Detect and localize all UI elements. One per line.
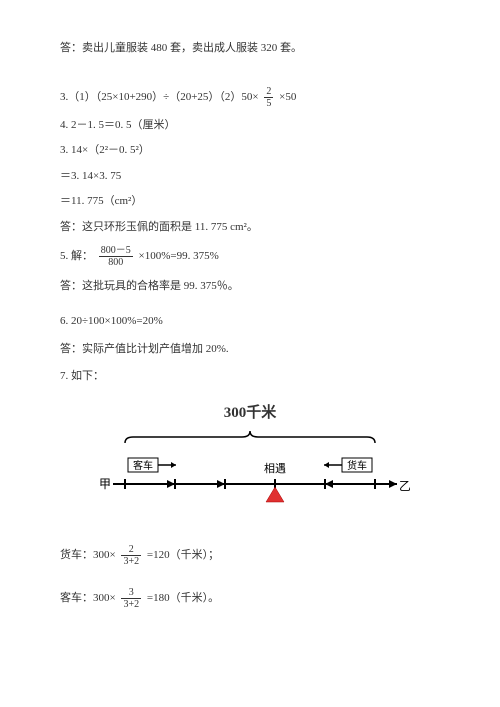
q5-answer: 答：这批玩具的合格率是 99. 375％。 — [60, 278, 440, 296]
bus-prefix: 客车：300× — [60, 592, 116, 604]
svg-text:客车: 客车 — [133, 459, 153, 472]
q3-text-prefix: 3.（1）（25×10+290）÷（20+25）（2）50× — [60, 91, 259, 103]
q3-text-suffix: ×50 — [279, 91, 296, 103]
q3-frac-den: 5 — [264, 98, 273, 109]
q4-line3: ＝3. 14×3. 75 — [60, 168, 440, 186]
truck-line: 货车：300× 2 3+2 =120（千米）； — [60, 544, 440, 567]
svg-text:乙: 乙 — [399, 479, 410, 493]
q5-prefix: 5. 解： — [60, 250, 93, 262]
q3-frac-num: 2 — [264, 86, 273, 98]
svg-text:货车: 货车 — [347, 459, 367, 472]
q4-answer: 答：这只环形玉佩的面积是 11. 775 cm²。 — [60, 219, 440, 237]
diagram-container: 300千米 客车 货车 相遇甲 乙 — [90, 401, 410, 519]
q7-label: 7. 如下： — [60, 368, 440, 386]
q5-frac-num: 800－5 — [99, 245, 133, 257]
bus-fraction: 3 3+2 — [121, 587, 141, 610]
bus-frac-den: 3+2 — [121, 599, 141, 610]
svg-text:甲: 甲 — [99, 477, 111, 491]
q5-frac-den: 800 — [99, 257, 133, 268]
truck-suffix: =120（千米）； — [147, 549, 219, 561]
q5-suffix: ×100%=99. 375% — [139, 250, 219, 262]
question-3: 3.（1）（25×10+290）÷（20+25）（2）50× 2 5 ×50 — [60, 86, 440, 109]
q6-line: 6. 20÷100×100%=20% — [60, 313, 440, 331]
bus-line: 客车：300× 3 3+2 =180（千米）。 — [60, 587, 440, 610]
svg-text:相遇: 相遇 — [264, 462, 286, 475]
bus-suffix: =180（千米）。 — [147, 592, 219, 604]
question-5: 5. 解： 800－5 800 ×100%=99. 375% — [60, 245, 440, 268]
truck-frac-num: 2 — [121, 544, 141, 556]
q4-line4: ＝11. 775（cm²） — [60, 193, 440, 211]
truck-fraction: 2 3+2 — [121, 544, 141, 567]
truck-frac-den: 3+2 — [121, 556, 141, 567]
diagram-svg: 客车 货车 相遇甲 乙 — [90, 429, 410, 519]
q3-fraction: 2 5 — [264, 86, 273, 109]
q6-answer: 答：实际产值比计划产值增加 20%. — [60, 341, 440, 359]
q4-line2: 3. 14×（2²－0. 5²） — [60, 142, 440, 160]
truck-prefix: 货车：300× — [60, 549, 116, 561]
bus-frac-num: 3 — [121, 587, 141, 599]
q5-fraction: 800－5 800 — [99, 245, 133, 268]
diagram-title: 300千米 — [90, 401, 410, 425]
answer-1: 答：卖出儿童服装 480 套，卖出成人服装 320 套。 — [60, 40, 440, 58]
q4-line1: 4. 2－1. 5＝0. 5（厘米） — [60, 117, 440, 135]
